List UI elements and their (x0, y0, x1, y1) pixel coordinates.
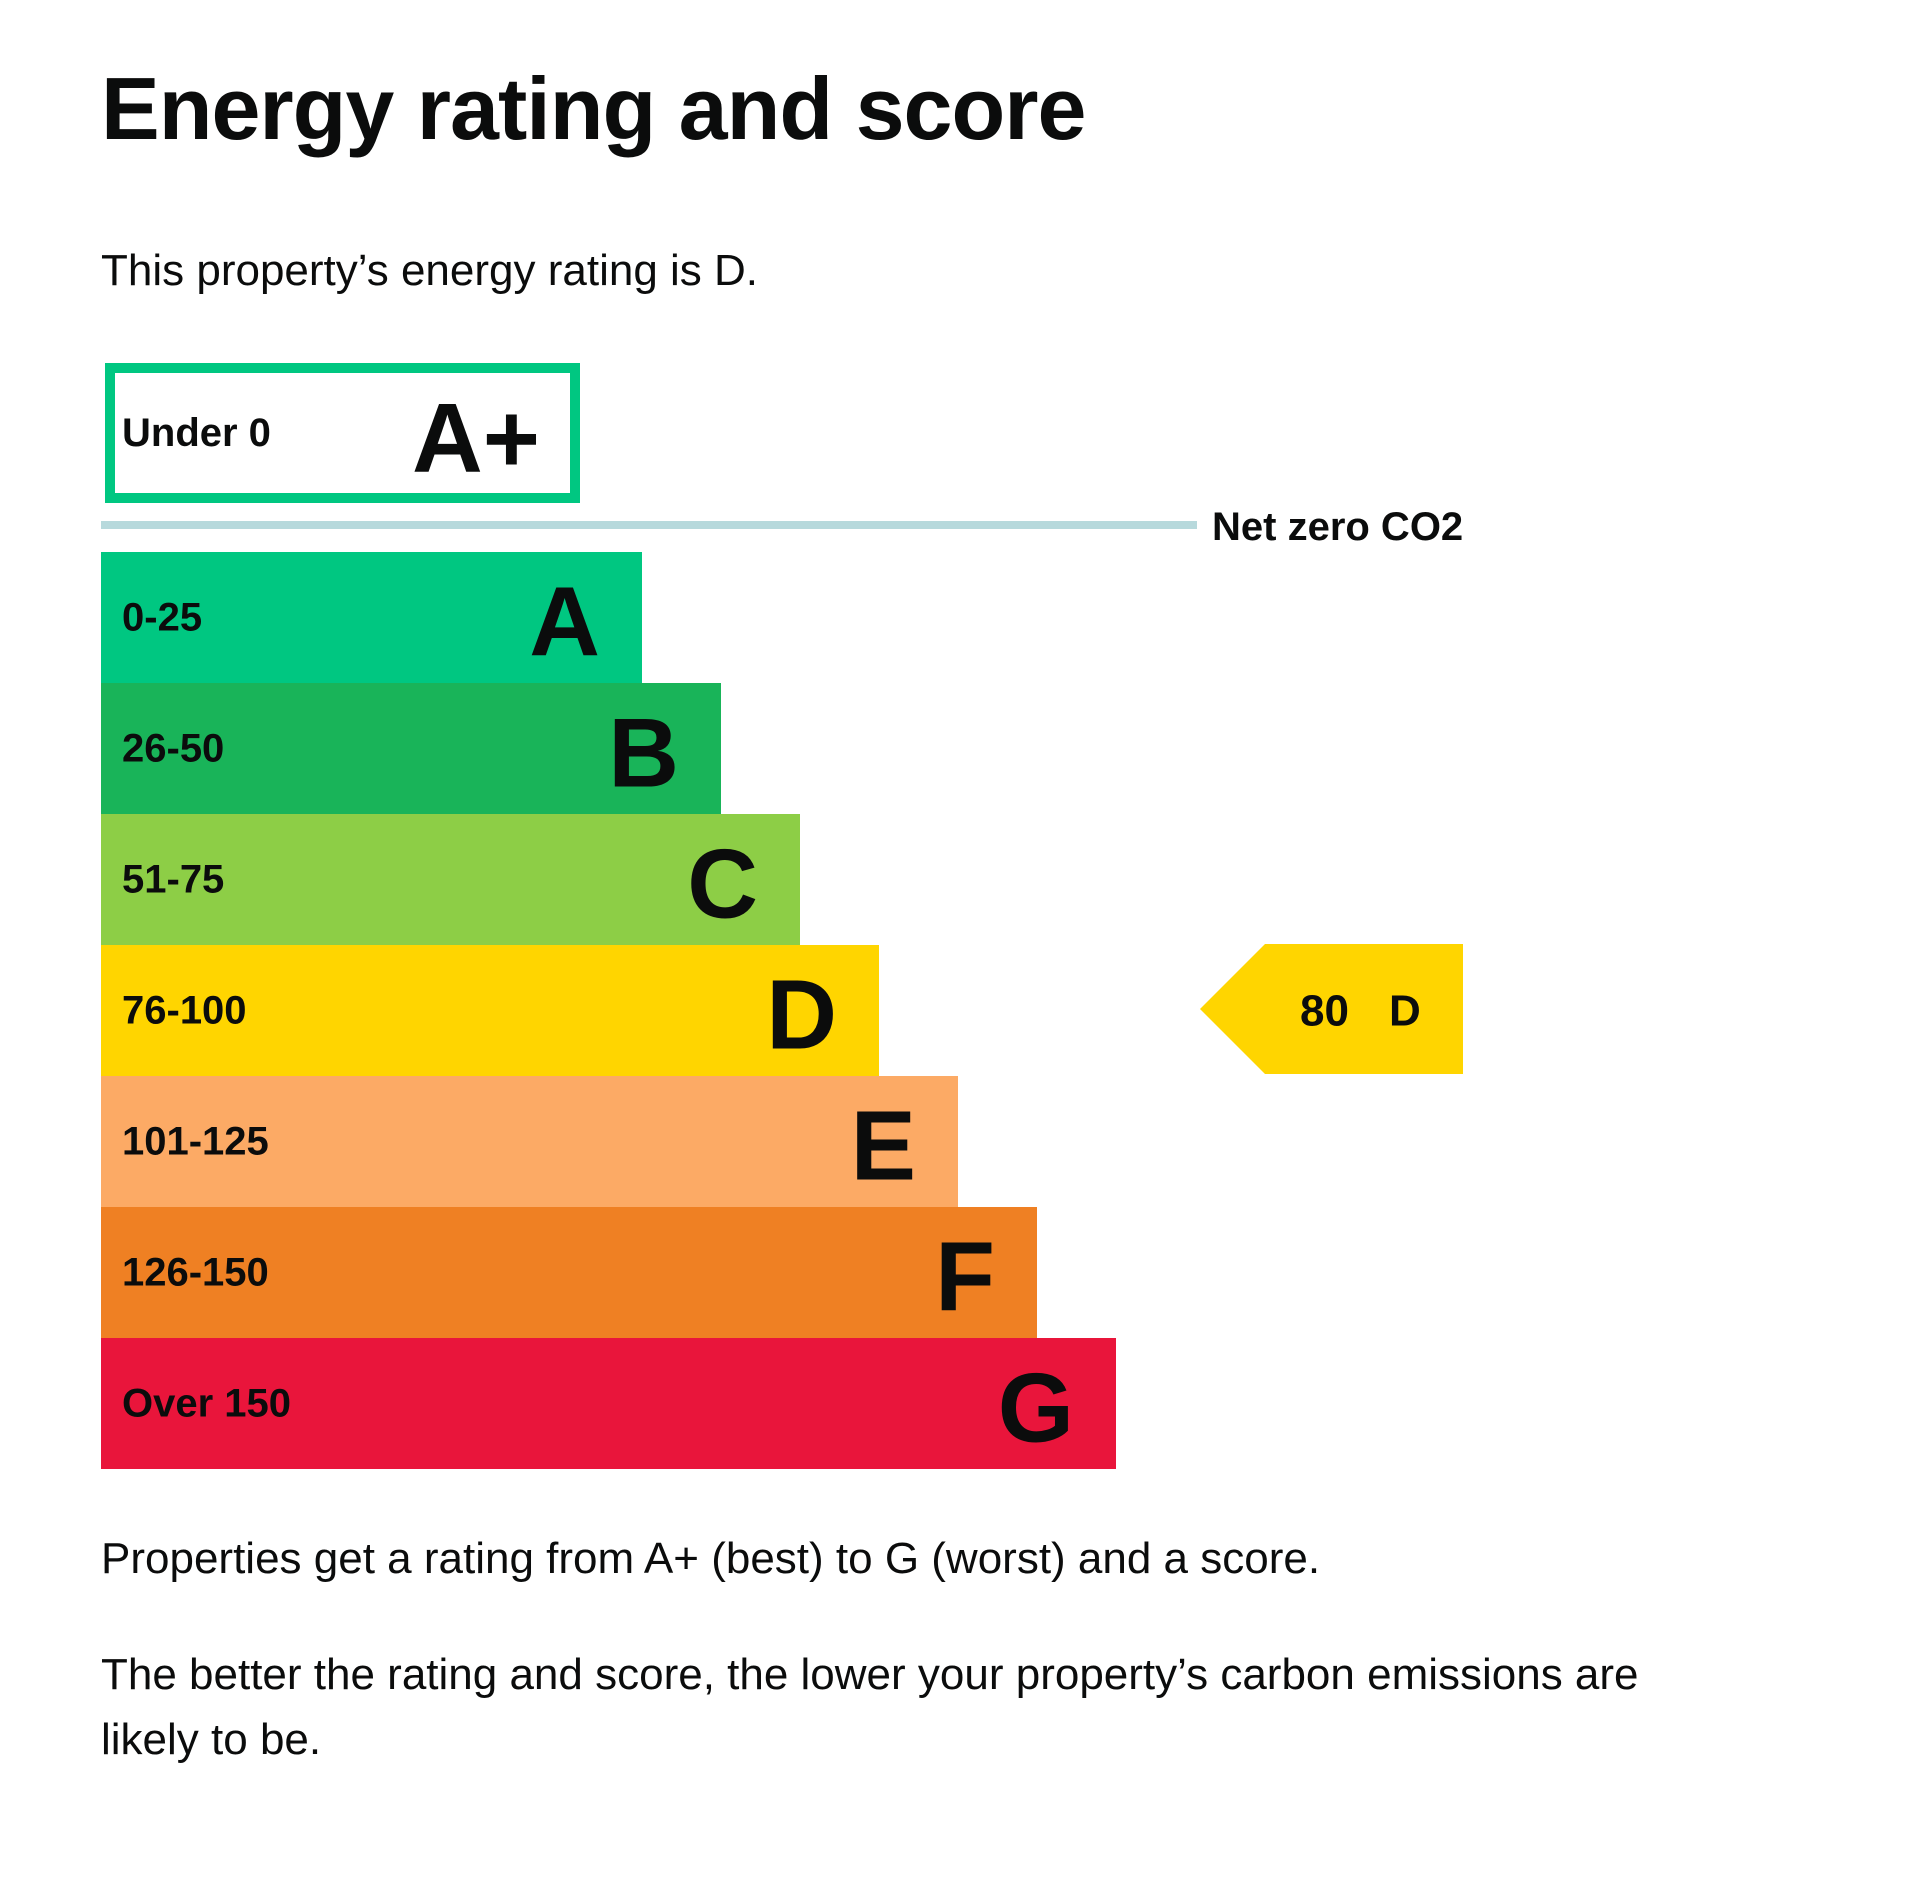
band-range: 101-125 (122, 1120, 269, 1164)
band-bar (101, 945, 879, 1076)
band-range: 51-75 (122, 858, 224, 902)
current-rating-pointer (1200, 944, 1463, 1074)
paragraph: Properties get a rating from A+ (best) t… (101, 1534, 1321, 1583)
band-letter: F (935, 1222, 995, 1332)
net-zero-label: Net zero CO2 (1212, 505, 1463, 549)
band-bar (101, 683, 721, 814)
rating-box (105, 363, 580, 503)
band-bar (101, 1076, 958, 1207)
band-bar (101, 814, 800, 945)
band-letter: A+ (412, 383, 540, 493)
band-letter: B (608, 698, 679, 808)
band-range: 26-50 (122, 727, 224, 771)
band-range: 126-150 (122, 1251, 269, 1295)
band-bar (101, 552, 642, 683)
band-range: 0-25 (122, 596, 202, 640)
current-rating: D (1389, 987, 1421, 1036)
band-bar (101, 1338, 1116, 1469)
band-letter: E (851, 1091, 916, 1201)
intro: This property’s energy rating is D. (101, 246, 759, 295)
band-letter: A (529, 567, 600, 677)
heading: Energy rating and score (101, 59, 1086, 158)
epc-chart: Under 0 A+ 0-25 A 26-50 B 51-75 C 76-100 D 101-125… (101, 363, 1463, 1469)
band-range: Under 0 (122, 411, 271, 455)
band-letter: C (687, 829, 758, 939)
band-letter: G (998, 1353, 1074, 1463)
band-range: Over 150 (122, 1382, 291, 1426)
band-bar (101, 1207, 1037, 1338)
paragraph: The better the rating and score, the low… (101, 1650, 1639, 1764)
band-letter: D (766, 960, 837, 1070)
band-range: 76-100 (122, 989, 247, 1033)
current-score: 80 (1300, 987, 1349, 1036)
